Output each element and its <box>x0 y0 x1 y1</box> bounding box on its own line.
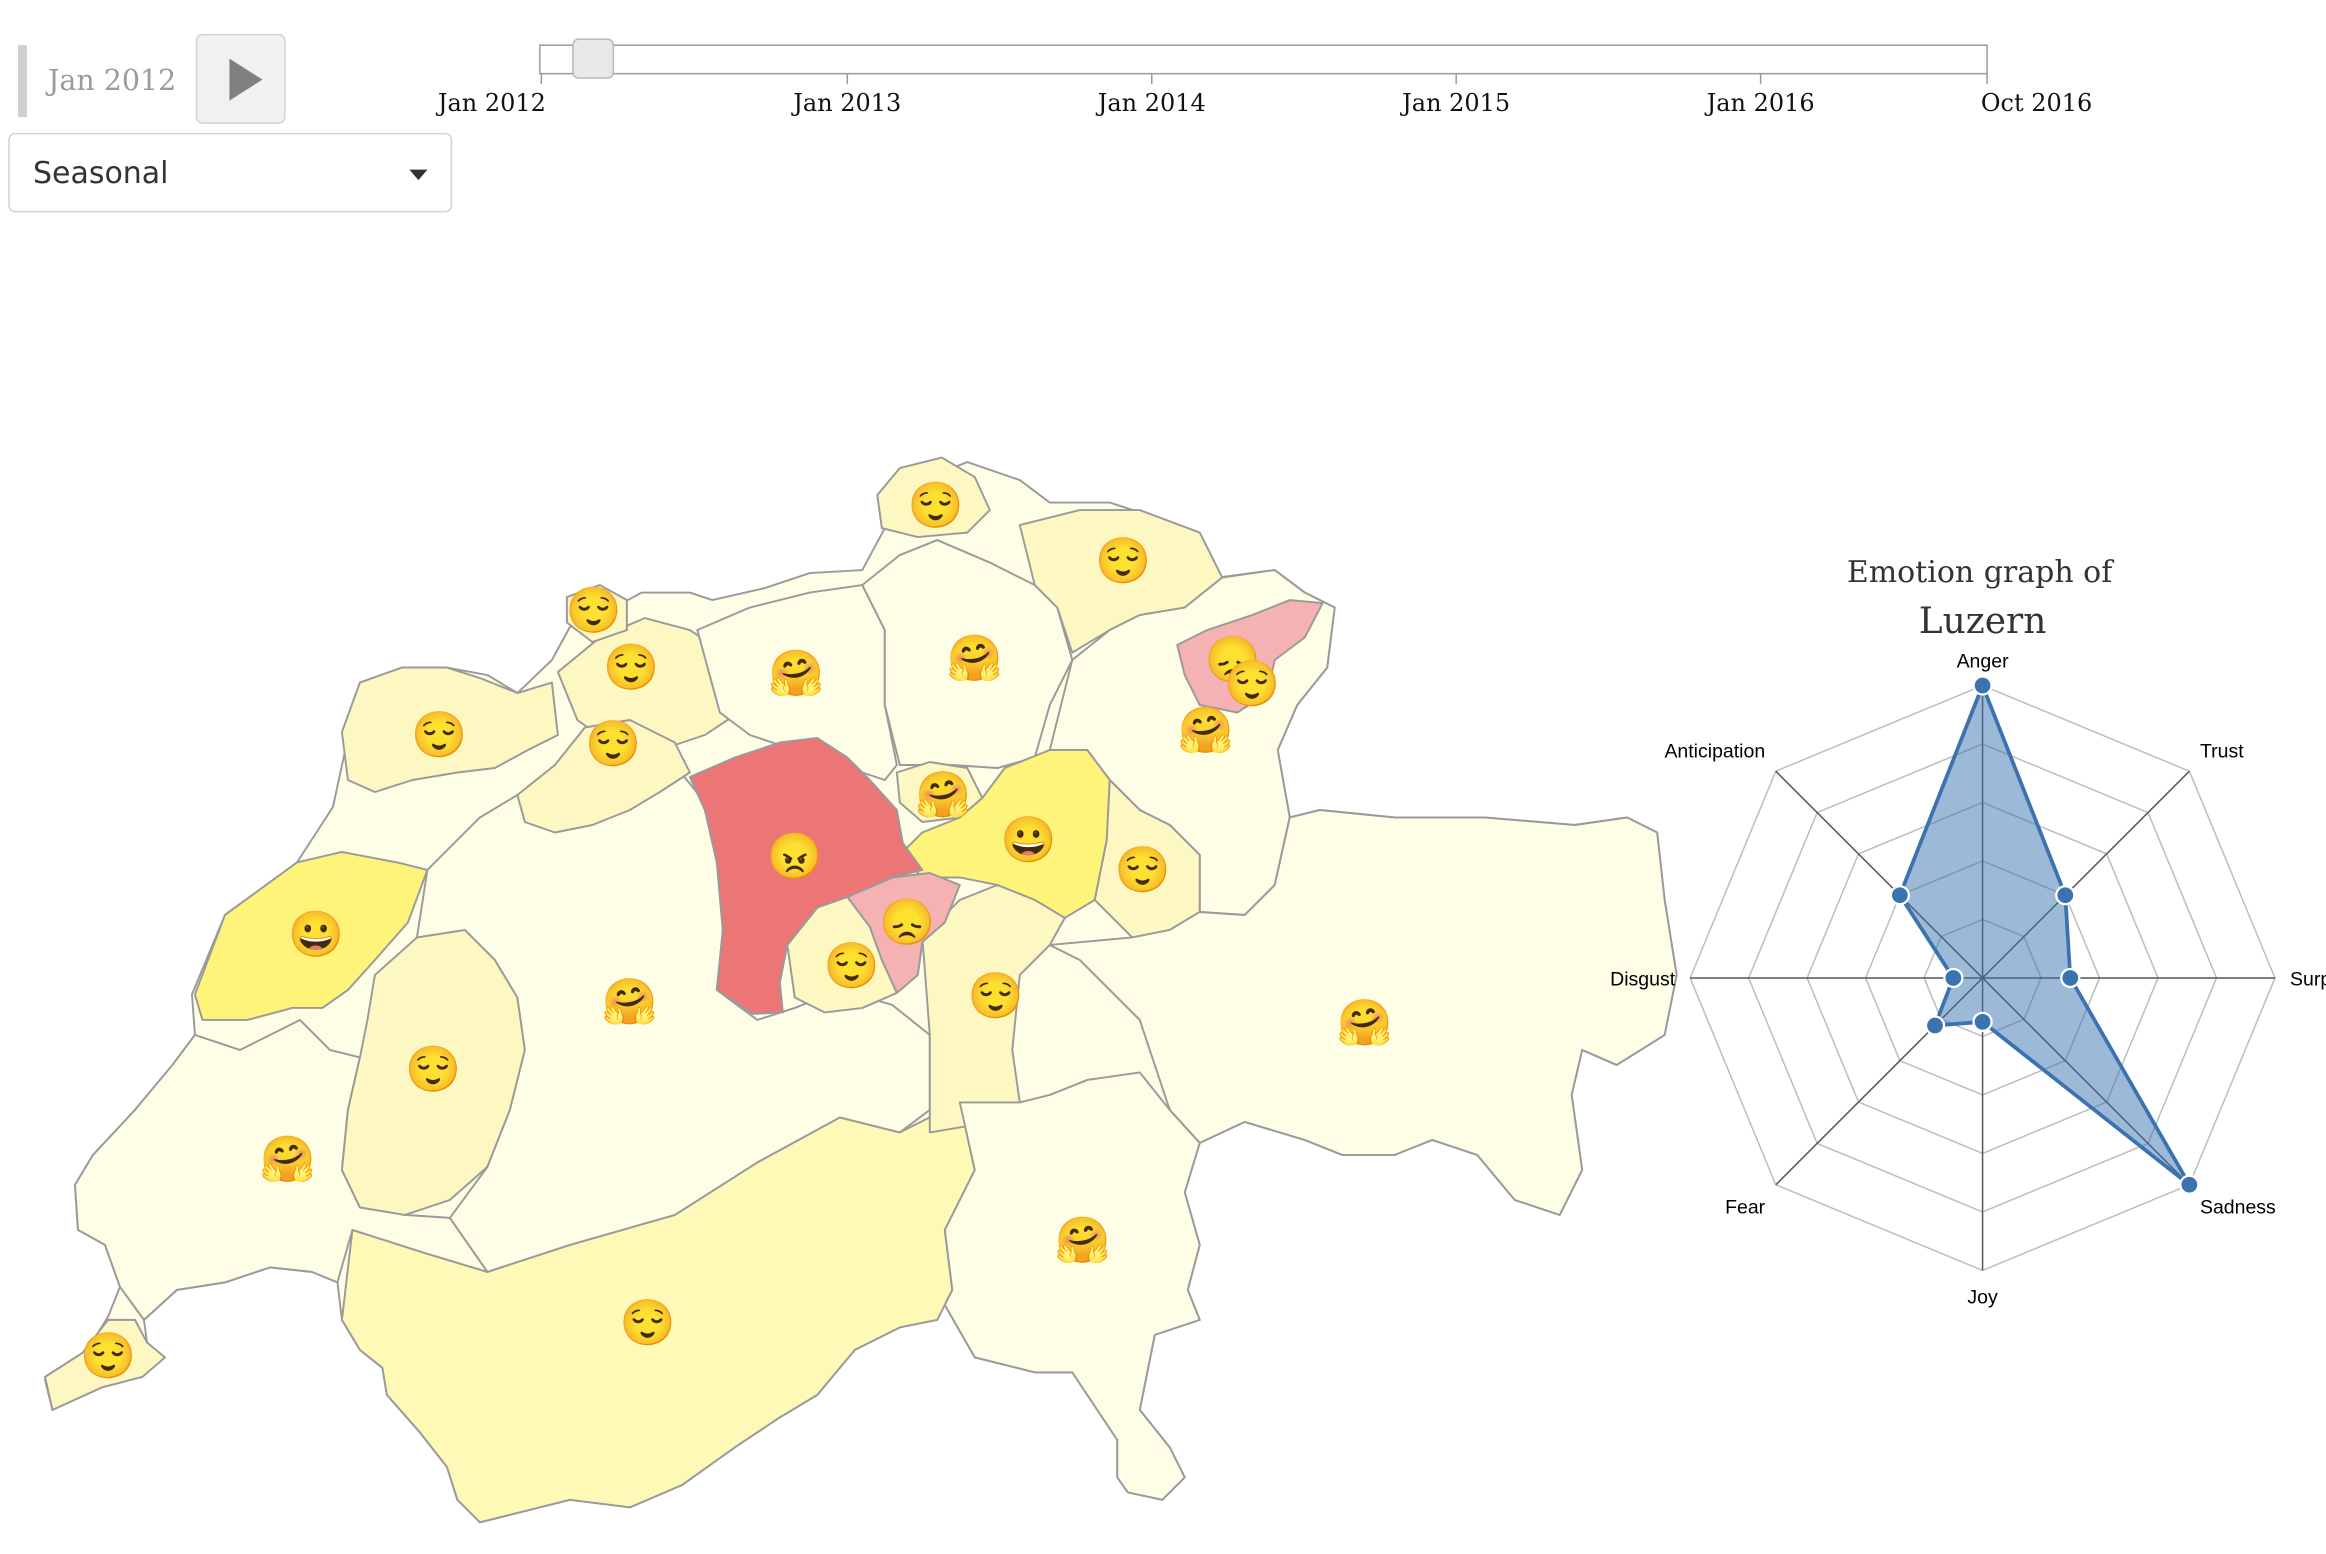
emoji-fribourg[interactable]: 😌 <box>405 1044 461 1094</box>
emoji-vaud[interactable]: 🤗 <box>260 1134 316 1184</box>
timeline-tick-label: Jan 2016 <box>1704 89 1815 117</box>
radar-point-anger[interactable] <box>1972 675 1993 696</box>
switzerland-map <box>44 456 1678 1524</box>
radar-axis-label-fear: Fear <box>1725 1196 1766 1218</box>
emoji-basel-stadt[interactable]: 😌 <box>566 586 622 636</box>
canton-basel-stadt[interactable] <box>565 584 628 644</box>
canton-zurich[interactable] <box>861 539 1074 769</box>
timeline-tick-label: Jan 2012 <box>435 89 546 117</box>
timeline-slider[interactable]: Jan 2012 Jan 2013 Jan 2014 Jan 2015 Jan 2016… <box>435 38 2092 117</box>
emoji-uri[interactable]: 😌 <box>968 971 1024 1021</box>
emoji-st-gallen[interactable]: 🤗 <box>1178 706 1234 756</box>
emoji-ticino[interactable]: 🤗 <box>1055 1215 1111 1265</box>
canton-ticino[interactable] <box>943 1071 1201 1501</box>
current-date-label: Jan 2012 <box>45 64 176 97</box>
timeline-tick-label: Oct 2016 <box>1981 89 2092 117</box>
emoji-thurgau[interactable]: 😌 <box>1095 536 1151 586</box>
radar-chart: Anger Trust Surprise Sadness Joy Fear Disgust A… <box>1610 651 2326 1309</box>
emoji-appenzell-inner[interactable]: 😞 <box>1205 635 1261 685</box>
canton-graubunden[interactable] <box>1048 809 1678 1216</box>
timeline-track[interactable] <box>539 44 1988 75</box>
chevron-down-icon <box>409 169 428 181</box>
emoji-solothurn[interactable]: 😌 <box>585 719 641 769</box>
radar-axis-label-anticipation: Anticipation <box>1664 741 1765 763</box>
emoji-neuchatel[interactable]: 😀 <box>288 909 344 959</box>
radar-point-surprise[interactable] <box>2060 967 2081 989</box>
emoji-valais[interactable]: 😌 <box>620 1298 676 1348</box>
radar-axis-label-trust: Trust <box>2200 741 2244 763</box>
radar-axis-label-sadness: Sadness <box>2200 1196 2276 1218</box>
canton-solothurn[interactable] <box>516 719 691 834</box>
emotion-radar-panel: Emotion graph of Luzern Anger Trust Surpri… <box>1610 555 2326 1308</box>
radar-axis-label-surprise: Surprise <box>2290 968 2326 990</box>
emoji-zug[interactable]: 🤗 <box>915 770 971 820</box>
canton-appenzell[interactable] <box>1176 599 1324 714</box>
date-indicator-bar <box>17 45 27 118</box>
view-select[interactable]: Seasonal <box>8 132 453 213</box>
emoji-basel-land[interactable]: 😌 <box>603 643 659 693</box>
timeline-ticks: Jan 2012 Jan 2013 Jan 2014 Jan 2015 Jan 2016… <box>435 73 2092 117</box>
timeline-tick-label: Jan 2013 <box>790 89 901 117</box>
radar-canton-name: Luzern <box>1919 601 2047 642</box>
timeline-tick-label: Jan 2014 <box>1095 89 1206 117</box>
radar-axis-label-disgust: Disgust <box>1610 968 1676 990</box>
radar-title: Emotion graph of <box>1847 555 2114 590</box>
canton-geneva[interactable] <box>44 1318 166 1411</box>
emoji-schwyz[interactable]: 😀 <box>1001 815 1057 865</box>
canton-neuchatel[interactable] <box>193 851 429 1021</box>
emoji-geneva[interactable]: 😌 <box>80 1331 136 1381</box>
emoji-obwalden[interactable]: 😌 <box>824 941 880 991</box>
radar-point-trust[interactable] <box>2055 885 2076 906</box>
emoji-graubunden[interactable]: 🤗 <box>1337 998 1393 1048</box>
radar-point-anticipation[interactable] <box>1889 885 1910 906</box>
emoji-bern[interactable]: 🤗 <box>602 977 658 1027</box>
radar-point-fear[interactable] <box>1924 1015 1946 1036</box>
canton-aargau[interactable] <box>696 584 898 781</box>
timeline-handle[interactable] <box>572 38 615 79</box>
emoji-glarus[interactable]: 😌 <box>1115 845 1171 895</box>
radar-point-joy[interactable] <box>1972 1011 1993 1032</box>
radar-point-disgust[interactable] <box>1943 967 1964 989</box>
canton-luzern[interactable] <box>688 737 924 1015</box>
radar-point-sadness[interactable] <box>2179 1174 2200 1195</box>
radar-axis-label-joy: Joy <box>1967 1286 1998 1308</box>
canton-emoji-markers: 😌 😌 😌 😌 🤗 🤗 😞 😌 🤗 😌 😌 🤗 😀 😠 😌 😞 😀 😌 😌 🤗 … <box>80 481 1393 1381</box>
emoji-nidwalden[interactable]: 😞 <box>879 897 935 947</box>
emoji-schaffhausen[interactable]: 😌 <box>908 481 964 531</box>
emoji-appenzell-outer[interactable]: 😌 <box>1224 659 1280 709</box>
emoji-aargau[interactable]: 🤗 <box>768 649 824 699</box>
canton-uri[interactable] <box>921 884 1066 1134</box>
canton-jura[interactable] <box>340 666 559 793</box>
emoji-luzern[interactable]: 😠 <box>767 831 823 881</box>
view-select-value: Seasonal <box>33 156 169 191</box>
radar-axis-label-anger: Anger <box>1957 651 2010 673</box>
emoji-zurich[interactable]: 🤗 <box>947 634 1003 684</box>
emoji-jura[interactable]: 😌 <box>411 710 467 760</box>
timeline-tick-label: Jan 2015 <box>1399 89 1510 117</box>
play-icon <box>229 58 263 101</box>
canton-schaffhausen[interactable] <box>876 456 991 539</box>
play-button[interactable] <box>195 33 286 124</box>
